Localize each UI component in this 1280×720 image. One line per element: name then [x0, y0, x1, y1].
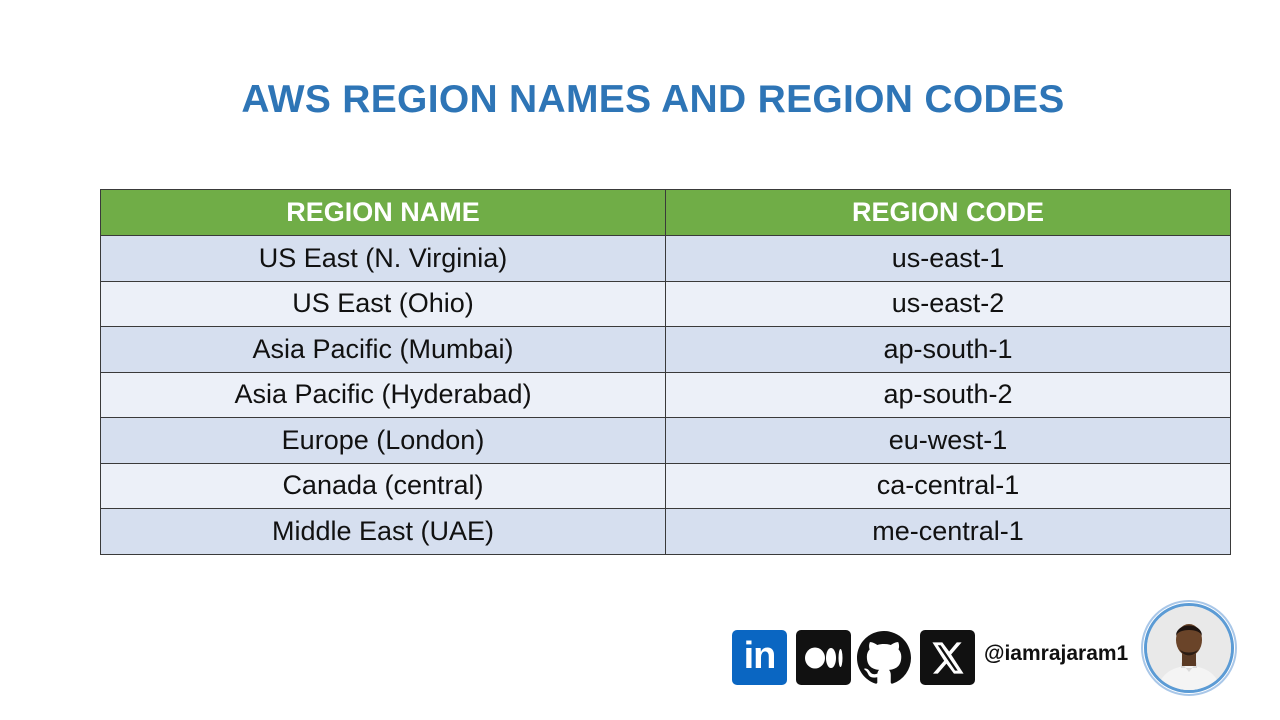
x-icon[interactable] [920, 630, 975, 685]
region-name-cell: US East (Ohio) [100, 280, 666, 327]
medium-icon[interactable] [796, 630, 851, 685]
region-code-cell: me-central-1 [665, 508, 1231, 555]
linkedin-icon[interactable]: in [732, 630, 787, 685]
header-region-name: REGION NAME [100, 189, 666, 236]
region-name-cell: Asia Pacific (Hyderabad) [100, 371, 666, 418]
table-row: Asia Pacific (Hyderabad) ap-south-2 [100, 371, 1231, 418]
region-code-cell: eu-west-1 [665, 417, 1231, 464]
github-icon[interactable] [856, 630, 911, 685]
region-code-cell: us-east-1 [665, 235, 1231, 282]
region-name-cell: Middle East (UAE) [100, 508, 666, 555]
header-region-code: REGION CODE [665, 189, 1231, 236]
table-row: Middle East (UAE) me-central-1 [100, 508, 1231, 555]
page-title: AWS REGION NAMES AND REGION CODES [241, 78, 1065, 121]
github-logo-glyph [856, 630, 911, 684]
region-code-cell: ca-central-1 [665, 462, 1231, 509]
region-name-cell: US East (N. Virginia) [100, 235, 666, 282]
table-header-row: REGION NAME REGION CODE [100, 189, 1231, 236]
social-handle[interactable]: @iamrajaram1 [984, 642, 1129, 665]
region-name-cell: Canada (central) [100, 462, 666, 509]
table-row: Canada (central) ca-central-1 [100, 462, 1231, 509]
avatar-ring [1141, 600, 1237, 696]
avatar [1144, 603, 1234, 693]
x-logo-glyph [931, 641, 964, 674]
table-row: US East (N. Virginia) us-east-1 [100, 235, 1231, 282]
region-code-cell: ap-south-2 [665, 371, 1231, 418]
region-code-cell: ap-south-1 [665, 326, 1231, 373]
linkedin-label: in [743, 635, 777, 677]
region-table: REGION NAME REGION CODE US East (N. Virg… [100, 189, 1231, 555]
table-row: Asia Pacific (Mumbai) ap-south-1 [100, 326, 1231, 373]
medium-logo-glyph [804, 647, 842, 668]
region-name-cell: Europe (London) [100, 417, 666, 464]
region-name-cell: Asia Pacific (Mumbai) [100, 326, 666, 373]
table-row: Europe (London) eu-west-1 [100, 417, 1231, 464]
avatar-portrait [1147, 606, 1231, 690]
region-code-cell: us-east-2 [665, 280, 1231, 327]
table-row: US East (Ohio) us-east-2 [100, 280, 1231, 327]
